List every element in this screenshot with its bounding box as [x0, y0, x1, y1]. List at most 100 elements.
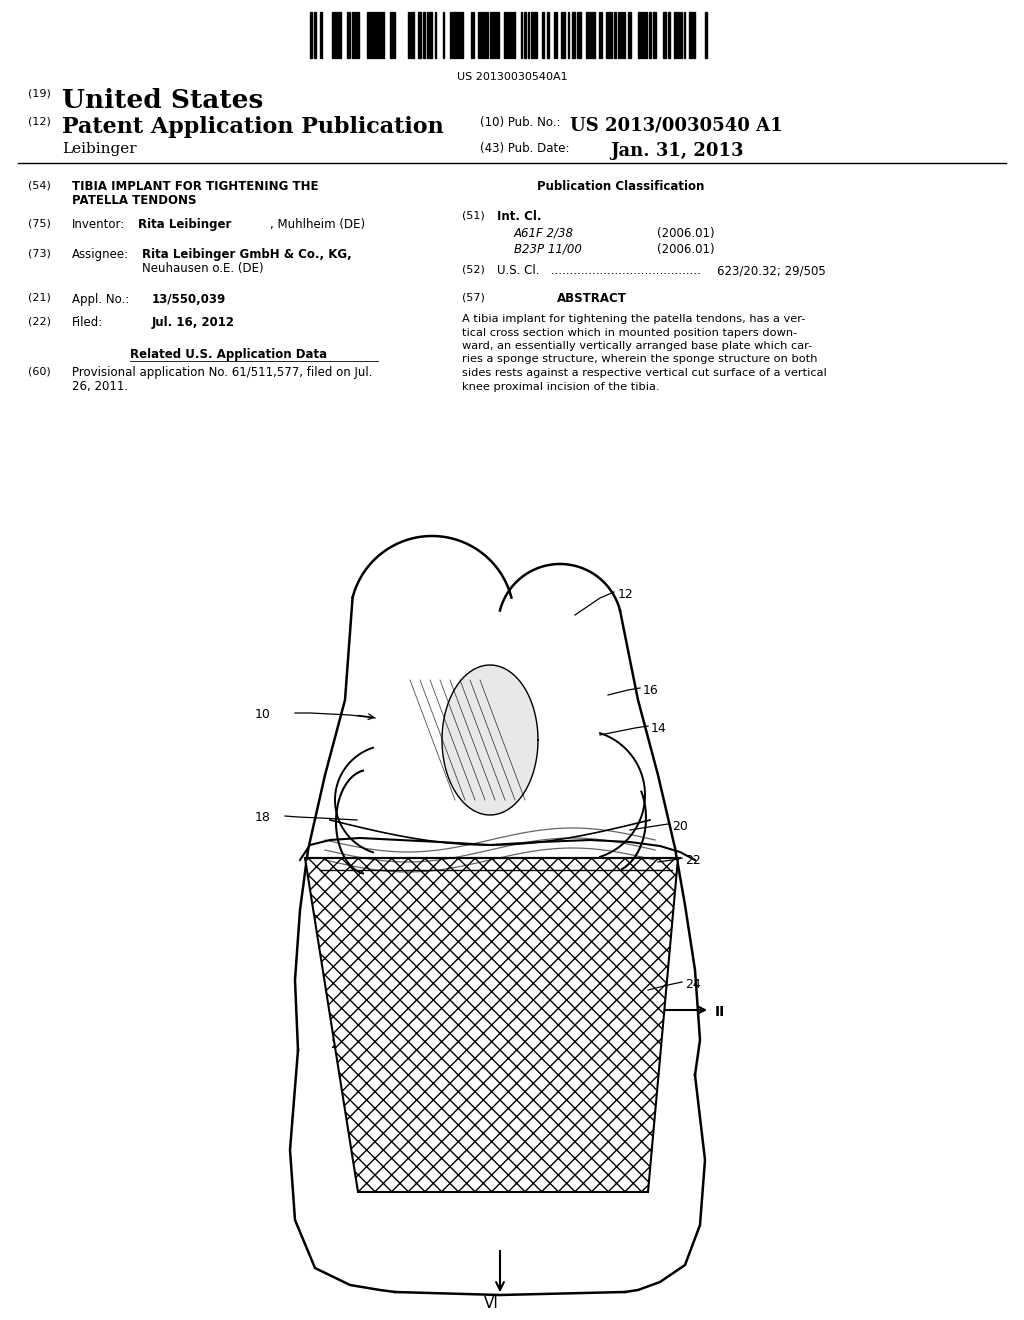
- Text: Neuhausen o.E. (DE): Neuhausen o.E. (DE): [142, 261, 263, 275]
- Text: knee proximal incision of the tibia.: knee proximal incision of the tibia.: [462, 381, 659, 392]
- Text: (57): (57): [462, 292, 485, 302]
- Bar: [513, 12, 515, 58]
- Text: Assignee:: Assignee:: [72, 248, 129, 261]
- Text: Appl. No.:: Appl. No.:: [72, 293, 129, 306]
- Text: B23P 11/00: B23P 11/00: [514, 243, 582, 256]
- Bar: [579, 12, 581, 58]
- Text: US 20130030540A1: US 20130030540A1: [457, 73, 567, 82]
- Text: (10) Pub. No.:: (10) Pub. No.:: [480, 116, 560, 129]
- Text: Rita Leibinger GmbH & Co., KG,: Rita Leibinger GmbH & Co., KG,: [142, 248, 352, 261]
- Text: Rita Leibinger: Rita Leibinger: [138, 218, 231, 231]
- Bar: [376, 12, 378, 58]
- Text: Patent Application Publication: Patent Application Publication: [62, 116, 443, 139]
- Text: Leibinger: Leibinger: [62, 143, 136, 156]
- Bar: [547, 12, 549, 58]
- Bar: [461, 12, 463, 58]
- Text: Filed:: Filed:: [72, 315, 103, 329]
- Bar: [524, 12, 526, 58]
- Bar: [534, 12, 537, 58]
- Bar: [638, 12, 640, 58]
- Text: VI: VI: [484, 1296, 499, 1311]
- Bar: [480, 12, 482, 58]
- Text: (2006.01): (2006.01): [657, 227, 715, 240]
- Text: (2006.01): (2006.01): [657, 243, 715, 256]
- Text: , Muhlheim (DE): , Muhlheim (DE): [270, 218, 366, 231]
- Text: (21): (21): [28, 293, 51, 304]
- Text: Int. Cl.: Int. Cl.: [497, 210, 542, 223]
- Bar: [310, 12, 312, 58]
- Bar: [418, 12, 421, 58]
- Text: (54): (54): [28, 180, 51, 190]
- Text: sides rests against a respective vertical cut surface of a vertical: sides rests against a respective vertica…: [462, 368, 826, 378]
- Bar: [608, 12, 610, 58]
- Text: Related U.S. Application Data: Related U.S. Application Data: [130, 348, 327, 360]
- Bar: [592, 12, 595, 58]
- Bar: [369, 12, 371, 58]
- Bar: [390, 12, 393, 58]
- Text: Provisional application No. 61/511,577, filed on Jul.: Provisional application No. 61/511,577, …: [72, 366, 373, 379]
- Bar: [379, 12, 381, 58]
- Text: US 2013/0030540 A1: US 2013/0030540 A1: [570, 116, 782, 135]
- Text: (12): (12): [28, 116, 51, 125]
- Bar: [561, 12, 563, 58]
- Bar: [454, 12, 456, 58]
- Bar: [334, 12, 336, 58]
- Text: (22): (22): [28, 315, 51, 326]
- Bar: [674, 12, 676, 58]
- Text: ward, an essentially vertically arranged base plate which car-: ward, an essentially vertically arranged…: [462, 341, 812, 351]
- Bar: [314, 12, 316, 58]
- Bar: [668, 12, 670, 58]
- Bar: [429, 12, 432, 58]
- Text: (60): (60): [28, 366, 51, 376]
- Text: 26: 26: [330, 1038, 346, 1051]
- Text: ries a sponge structure, wherein the sponge structure on both: ries a sponge structure, wherein the spo…: [462, 355, 817, 364]
- Bar: [497, 12, 499, 58]
- Bar: [352, 12, 354, 58]
- Bar: [644, 12, 647, 58]
- Text: (73): (73): [28, 248, 51, 257]
- Text: 16: 16: [643, 684, 658, 697]
- Bar: [542, 12, 544, 58]
- Bar: [531, 12, 534, 58]
- Bar: [506, 12, 508, 58]
- Text: ABSTRACT: ABSTRACT: [557, 292, 627, 305]
- Text: (52): (52): [462, 264, 485, 275]
- Bar: [572, 12, 575, 58]
- Text: U.S. Cl.: U.S. Cl.: [497, 264, 540, 277]
- Bar: [705, 12, 707, 58]
- Text: tical cross section which in mounted position tapers down-: tical cross section which in mounted pos…: [462, 327, 798, 338]
- Text: TIBIA IMPLANT FOR TIGHTENING THE: TIBIA IMPLANT FOR TIGHTENING THE: [72, 180, 318, 193]
- Bar: [382, 12, 384, 58]
- Text: Inventor:: Inventor:: [72, 218, 125, 231]
- Text: 22: 22: [685, 854, 700, 867]
- Text: 623/20.32; 29/505: 623/20.32; 29/505: [717, 264, 825, 277]
- Text: 20: 20: [672, 820, 688, 833]
- Text: ........................................: ........................................: [547, 264, 700, 277]
- Text: II: II: [715, 1005, 725, 1019]
- Text: 24: 24: [685, 978, 700, 991]
- Bar: [457, 12, 460, 58]
- Bar: [492, 12, 494, 58]
- Polygon shape: [305, 858, 678, 1192]
- Bar: [423, 12, 425, 58]
- Polygon shape: [442, 665, 538, 814]
- Bar: [693, 12, 695, 58]
- Text: Publication Classification: Publication Classification: [537, 180, 705, 193]
- Bar: [641, 12, 643, 58]
- Bar: [355, 12, 357, 58]
- Text: 26, 2011.: 26, 2011.: [72, 380, 128, 393]
- Bar: [649, 12, 651, 58]
- Text: 12: 12: [618, 587, 634, 601]
- Text: PATELLA TENDONS: PATELLA TENDONS: [72, 194, 197, 207]
- Bar: [319, 12, 322, 58]
- Bar: [339, 12, 341, 58]
- Text: Jan. 31, 2013: Jan. 31, 2013: [610, 143, 743, 160]
- Text: (51): (51): [462, 210, 484, 220]
- Text: 10: 10: [255, 708, 271, 721]
- Bar: [663, 12, 666, 58]
- Bar: [586, 12, 589, 58]
- Bar: [653, 12, 656, 58]
- Text: (75): (75): [28, 218, 51, 228]
- Bar: [372, 12, 375, 58]
- Text: Jul. 16, 2012: Jul. 16, 2012: [152, 315, 234, 329]
